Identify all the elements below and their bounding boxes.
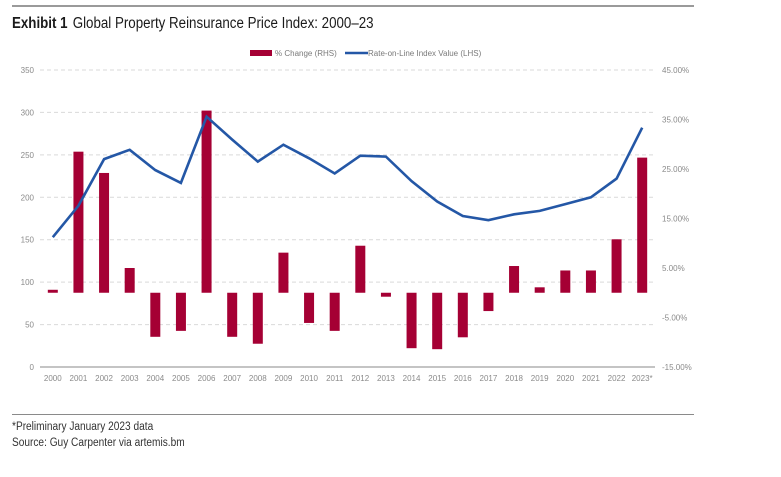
bar-2019 <box>534 287 545 293</box>
bar-2004 <box>150 292 161 337</box>
chart-title: Global Property Reinsurance Price Index:… <box>72 15 374 32</box>
bar-2008 <box>252 292 263 344</box>
bar-2013 <box>380 292 391 297</box>
legend-label-bar: % Change (RHS) <box>275 49 337 58</box>
bar-2017 <box>483 292 494 312</box>
source-note: Source: Guy Carpenter via artemis.bm <box>12 437 185 449</box>
x-tick-label: 2023* <box>632 374 653 383</box>
bar-2001 <box>73 151 84 293</box>
right-tick-label: -5.00% <box>662 314 687 323</box>
top-rule <box>12 5 694 7</box>
x-tick-label: 2015 <box>428 374 446 383</box>
x-tick-label: 2014 <box>403 374 421 383</box>
x-tick-label: 2019 <box>531 374 549 383</box>
left-tick-label: 50 <box>25 321 34 330</box>
bar-2016 <box>457 292 468 338</box>
bar-2023* <box>637 157 648 293</box>
bar-2000 <box>47 289 58 293</box>
right-tick-label: 15.00% <box>662 215 689 224</box>
x-tick-label: 2016 <box>454 374 472 383</box>
x-tick-label: 2004 <box>146 374 164 383</box>
left-tick-label: 150 <box>21 236 35 245</box>
legend: % Change (RHS) Rate-on-Line Index Value … <box>250 49 482 58</box>
x-tick-label: 2000 <box>44 374 62 383</box>
right-tick-label: 45.00% <box>662 66 689 75</box>
x-tick-label: 2011 <box>326 374 344 383</box>
bar-2014 <box>406 292 417 349</box>
bar-2011 <box>329 292 340 331</box>
x-tick-label: 2005 <box>172 374 190 383</box>
index-line <box>51 114 644 239</box>
bar-2015 <box>432 292 443 350</box>
x-tick-label: 2013 <box>377 374 395 383</box>
left-tick-label: 0 <box>30 363 35 372</box>
x-tick-label: 2022 <box>608 374 626 383</box>
right-tick-label: 25.00% <box>662 165 689 174</box>
bar-2005 <box>175 292 186 331</box>
legend-label-line: Rate-on-Line Index Value (LHS) <box>368 49 482 58</box>
bar-2018 <box>509 266 520 293</box>
footnote-preliminary: *Preliminary January 2023 data <box>12 421 154 433</box>
x-tick-label: 2017 <box>480 374 498 383</box>
left-tick-label: 200 <box>21 193 35 202</box>
bar-2009 <box>278 252 289 293</box>
x-tick-label: 2007 <box>223 374 241 383</box>
bar-2007 <box>227 292 238 337</box>
x-tick-label: 2001 <box>70 374 88 383</box>
bar-2003 <box>124 268 135 293</box>
x-tick-label: 2006 <box>198 374 216 383</box>
exhibit-title: Exhibit 1 Global Property Reinsurance Pri… <box>12 15 374 33</box>
x-tick-label: 2020 <box>556 374 574 383</box>
right-tick-label: -15.00% <box>662 363 692 372</box>
footnotes: *Preliminary January 2023 data Source: G… <box>12 419 185 451</box>
bar-2012 <box>355 245 366 293</box>
bar-2022 <box>611 239 622 293</box>
right-tick-label: 5.00% <box>662 264 685 273</box>
index-line-group <box>51 114 644 239</box>
x-tick-label: 2018 <box>505 374 523 383</box>
gridlines <box>40 69 655 368</box>
left-tick-label: 250 <box>21 151 35 160</box>
left-tick-label: 100 <box>21 278 35 287</box>
legend-swatch-bar <box>250 50 272 56</box>
left-axis: 0 50 100 150 200 250 300 350 <box>21 66 35 372</box>
x-tick-label: 2012 <box>351 374 369 383</box>
bottom-rule <box>12 414 694 415</box>
bars <box>47 110 648 350</box>
bar-2006 <box>201 110 212 293</box>
bar-2010 <box>304 292 315 323</box>
exhibit-label: Exhibit 1 <box>12 15 68 32</box>
x-tick-label: 2010 <box>300 374 318 383</box>
right-tick-label: 35.00% <box>662 116 689 125</box>
x-tick-label: 2009 <box>275 374 293 383</box>
right-axis: -15.00% -5.00% 5.00% 15.00% 25.00% 35.00% 45.0… <box>662 66 692 372</box>
bar-2020 <box>560 270 571 293</box>
left-tick-label: 300 <box>21 108 35 117</box>
chart: % Change (RHS) Rate-on-Line Index Value … <box>21 49 692 383</box>
bar-2002 <box>99 172 110 293</box>
x-tick-label: 2008 <box>249 374 267 383</box>
left-tick-label: 350 <box>21 66 35 75</box>
bar-2021 <box>585 270 596 293</box>
x-axis: 2000 2001 2002 2003 2004 2005 2006 2007 2008 2009… <box>44 374 653 383</box>
x-tick-label: 2002 <box>95 374 113 383</box>
x-tick-label: 2003 <box>121 374 139 383</box>
x-tick-label: 2021 <box>582 374 600 383</box>
